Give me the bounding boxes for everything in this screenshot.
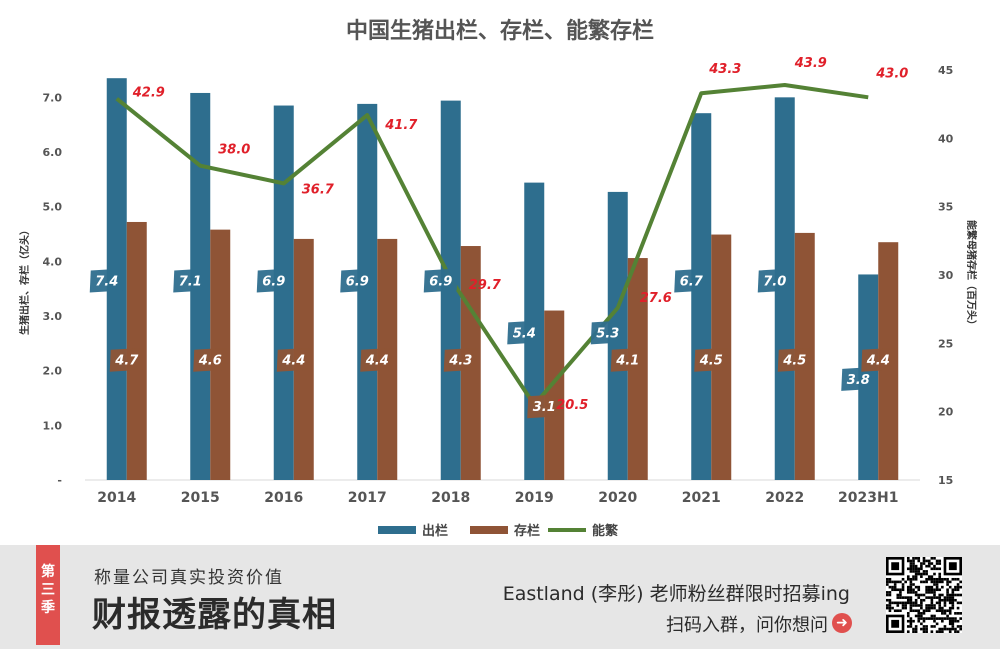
y-tick-label: 1.0: [43, 419, 63, 432]
bar-inventory-badge: [360, 347, 395, 372]
bar-outlet-badge: [757, 268, 792, 293]
bar-inventory-label: 3.1: [533, 400, 556, 415]
x-tick-label: 2023H1: [838, 490, 898, 506]
promo-banner: 第三季 称量公司真实投资价值 财报透露的真相 Eastland (李彤) 老师粉…: [0, 545, 1000, 649]
legend-swatch: [470, 526, 508, 534]
bar-outlet-label: 6.9: [346, 274, 369, 289]
bar-outlet-badge: [340, 268, 375, 293]
bar-outlet: [273, 105, 294, 481]
bar-outlet-label: 7.4: [95, 274, 118, 289]
bar-outlet-badge: [507, 320, 542, 345]
y-tick-label: 7.0: [43, 91, 63, 104]
bar-outlet-badge: [674, 268, 709, 293]
banner-title: 财报透露的真相: [92, 595, 337, 635]
season-ribbon: 第三季: [36, 545, 60, 645]
line-label: 29.7: [469, 278, 502, 293]
bar-outlet-label: 6.9: [262, 274, 285, 289]
x-tick-label: 2016: [264, 490, 303, 506]
y-tick-label: 6.0: [43, 146, 63, 159]
legend-label: 出栏: [422, 523, 448, 539]
line-label: 27.6: [640, 291, 672, 306]
chart-area: 中国生猪出栏、存栏、能繁存栏 - 1.0 2.0 3.0 4.0 5.0 6.0 7.0 15 20…: [18, 18, 978, 539]
bar-outlet-label: 6.7: [680, 274, 704, 289]
season-label: 第三季: [41, 564, 55, 616]
line-label: 43.9: [794, 56, 827, 71]
y2-tick-label: 15: [938, 474, 953, 487]
bar-inventory-label: 4.5: [782, 354, 806, 369]
bar-inventory-badge: [777, 347, 812, 372]
line-breeding-sows: [115, 83, 869, 407]
y-tick-label: 3.0: [43, 310, 63, 323]
bar-outlet: [691, 113, 712, 480]
line-label: 43.0: [875, 66, 908, 81]
line-label: 38.0: [218, 143, 250, 158]
line-label: 42.9: [132, 86, 165, 101]
x-tick-label: 2014: [97, 490, 136, 506]
bar-inventory-badge: [610, 347, 645, 372]
y2-tick-label: 45: [938, 64, 953, 77]
bar-inventory-label: 4.6: [198, 354, 222, 369]
bar-inventory-badge: [861, 347, 896, 372]
line-label: 20.5: [556, 398, 588, 413]
bar-outlet: [357, 103, 378, 480]
x-tick-label: 2017: [348, 490, 387, 506]
y2-tick-label: 40: [938, 132, 954, 145]
bar-inventory-badge: [443, 347, 478, 372]
bar-outlet-label: 6.9: [429, 274, 452, 289]
y2-axis-title: 能繁母猪存栏（百万头）: [965, 220, 978, 330]
bar-inventory-badge: [193, 347, 228, 372]
bar-inventory-badge: [527, 394, 562, 419]
line-label: 43.3: [708, 62, 741, 77]
bar-outlet-badge: [173, 268, 208, 293]
y-tick-label: 4.0: [43, 255, 63, 268]
x-tick-label: 2021: [682, 490, 721, 506]
y2-tick-label: 30: [938, 269, 954, 282]
bar-inventory-label: 4.3: [448, 354, 472, 369]
bar-outlet-label: 5.3: [596, 326, 619, 341]
y-tick-label: 5.0: [43, 201, 63, 214]
line-label: 36.7: [302, 182, 335, 197]
x-tick-label: 2019: [515, 490, 554, 506]
bar-outlet-badge: [256, 268, 291, 293]
bar-inventory-badge: [276, 347, 311, 372]
legend-label: 存栏: [514, 523, 540, 539]
y2-tick-label: 35: [938, 201, 953, 214]
x-tick-label: 2018: [431, 490, 470, 506]
banner-subtitle: 称量公司真实投资价值: [94, 568, 284, 588]
bar-inventory-label: 4.1: [615, 354, 639, 369]
y-tick-label: -: [57, 474, 62, 487]
chart-title: 中国生猪出栏、存栏、能繁存栏: [346, 18, 654, 44]
chart: 中国生猪出栏、存栏、能繁存栏 - 1.0 2.0 3.0 4.0 5.0 6.0 7.0 15 20…: [18, 18, 978, 539]
bar-outlet-label: 7.1: [179, 274, 202, 289]
recruit-text: Eastland (李彤) 老师粉丝群限时招募ing: [502, 583, 850, 605]
line-label: 41.7: [384, 118, 418, 133]
y-tick-label: 2.0: [43, 365, 63, 378]
bar-outlet-label: 7.0: [763, 274, 786, 289]
x-tick-label: 2020: [598, 490, 637, 506]
legend-swatch: [378, 526, 416, 534]
y-axis-title: 生猪出栏、存栏（亿头）: [18, 225, 31, 335]
bar-outlet-badge: [89, 268, 124, 293]
bar-outlet-badge: [590, 320, 625, 345]
bar-outlet-badge: [423, 268, 458, 293]
legend-label: 能繁: [592, 523, 619, 539]
bar-inventory-badge: [694, 347, 729, 372]
bar-inventory-label: 4.4: [365, 354, 389, 369]
bar-inventory-badge: [109, 347, 144, 372]
bar-inventory-label: 4.4: [281, 354, 305, 369]
y2-tick-label: 25: [938, 337, 953, 350]
bar-inventory-label: 4.5: [699, 354, 723, 369]
bar-outlet-badge: [841, 366, 876, 391]
y2-tick-label: 20: [938, 406, 954, 419]
bar-outlet-label: 3.8: [847, 373, 870, 388]
bar-inventory-label: 4.7: [114, 354, 139, 369]
bar-outlet-label: 5.4: [513, 326, 536, 341]
x-tick-label: 2022: [765, 490, 804, 506]
x-tick-label: 2015: [181, 490, 220, 506]
qr-code-icon[interactable]: [886, 557, 962, 633]
arrow-right-circle-icon: ➜: [832, 613, 852, 633]
scan-text: 扫码入群，问你想问: [666, 615, 828, 636]
bar-inventory-label: 4.4: [866, 354, 890, 369]
